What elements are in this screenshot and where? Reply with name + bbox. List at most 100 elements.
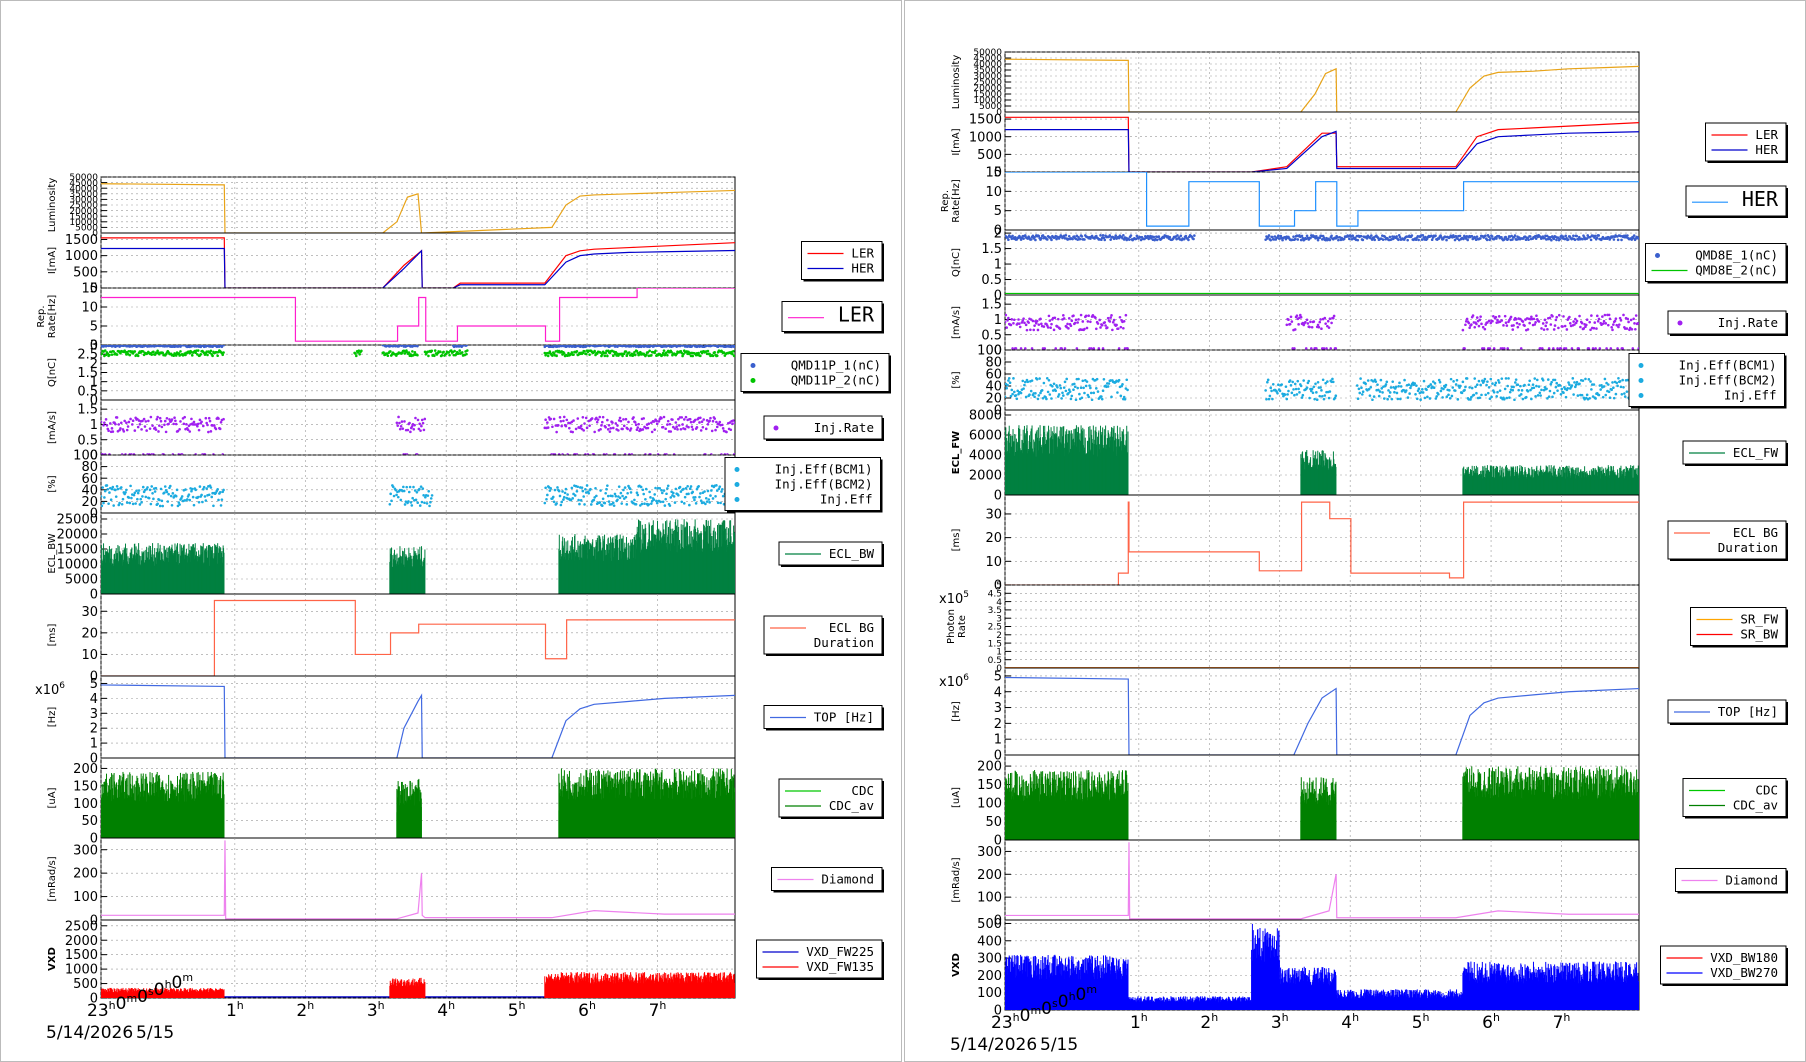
y-axis-title: Rep.Rate[Hz] — [36, 295, 58, 339]
series-inj-rate-point — [584, 416, 588, 420]
series-inj-rate-point — [624, 417, 628, 421]
series-inj-rate-point — [399, 425, 403, 428]
series-inj-eff-point — [202, 485, 206, 489]
series-qmd11p-2-nc--point — [603, 354, 607, 358]
series-inj-eff-point — [184, 488, 187, 491]
series-inj-eff-point — [132, 493, 136, 497]
series-inj-eff-point — [169, 484, 172, 488]
series-inj-rate-point — [418, 422, 421, 426]
series-inj-rate-point — [635, 428, 639, 432]
series-inj-eff-point — [203, 495, 207, 498]
y-tick-label: 10 — [81, 648, 98, 663]
series-inj-rate-point — [691, 428, 695, 431]
series-inj-rate-point — [144, 420, 148, 423]
series-inj-rate-point — [599, 427, 602, 431]
plot-frame — [100, 593, 736, 677]
series-inj-rate-point — [160, 425, 164, 429]
series-inj-eff-point — [207, 493, 211, 497]
series-inj-eff-point — [572, 492, 575, 496]
series-inj-rate-point — [174, 422, 178, 426]
series-inj-eff-point — [188, 498, 192, 502]
series-inj-rate-point — [111, 430, 115, 433]
y-tick-label: 0 — [90, 752, 98, 767]
series-inj-rate-point — [617, 429, 620, 432]
series-inj-eff-point — [687, 492, 690, 496]
series-qmd11p-2-nc--point — [216, 354, 219, 358]
series-inj-eff-point — [416, 501, 420, 504]
series-inj-rate-point — [136, 417, 139, 421]
series-qmd11p-2-nc--point — [119, 351, 122, 355]
series-inj-rate-point — [552, 417, 556, 421]
series-qmd11p-2-nc--point — [600, 353, 604, 356]
series-inj-eff-point — [115, 484, 119, 488]
series-inj-eff-point — [109, 498, 113, 501]
series-qmd11p-2-nc--point — [354, 354, 358, 358]
y-tick-label: 1 — [90, 375, 98, 390]
series-inj-eff-point — [549, 486, 553, 490]
series-inj-eff-point — [718, 485, 722, 488]
series-inj-rate-point — [595, 416, 598, 420]
legend-dia: Diamond — [771, 867, 884, 893]
series-inj-eff-point — [650, 502, 653, 505]
series-inj-eff-point — [150, 485, 154, 488]
series-inj-eff-point — [674, 487, 678, 491]
legend-label: LER — [838, 303, 875, 327]
y-axis-title: [mRad/s] — [47, 856, 58, 901]
series-inj-rate-point — [711, 419, 715, 423]
data-layer — [101, 519, 735, 594]
series-inj-rate-point — [125, 428, 129, 432]
series-qmd11p-2-nc--point — [650, 354, 653, 357]
series-inj-rate-point — [650, 421, 653, 425]
series-inj-rate-point — [600, 424, 603, 427]
series-inj-eff-point — [679, 490, 683, 493]
series-inj-rate-point — [674, 421, 678, 424]
panel-lum: 0500010000150002000025000300003500040000… — [47, 173, 736, 239]
series-inj-rate-point — [186, 428, 190, 432]
series-inj-rate-point — [168, 418, 171, 421]
series-inj-rate-point — [173, 416, 176, 420]
y-tick-label: 30000 — [69, 196, 98, 206]
series-inj-eff-point — [582, 495, 585, 498]
series-qmd11p-2-nc--point — [354, 352, 357, 355]
series-inj-rate-point — [616, 424, 619, 427]
panel-rep: 0 5 10 15 Rep.Rate[Hz] LER — [36, 282, 884, 354]
series-inj-rate-point — [664, 427, 667, 431]
y-tick-label: 10 — [81, 301, 98, 316]
series-inj-eff-point — [617, 485, 621, 488]
series-inj-eff-point — [170, 503, 174, 507]
series-inj-rate-point — [608, 430, 612, 433]
series-qmd11p-2-nc--point — [570, 351, 574, 354]
data-layer — [101, 288, 735, 342]
series-qmd11p-2-nc--point — [136, 354, 140, 358]
series-inj-rate-point — [622, 418, 625, 421]
series-inj-eff-point — [606, 494, 610, 498]
series-inj-rate-point — [668, 422, 672, 426]
y-tick-label: 0 — [90, 992, 98, 1007]
legend-label: Inj.Eff(BCM1) — [775, 462, 873, 477]
series-qmd11p-2-nc--point — [389, 350, 392, 353]
series-inj-rate-point — [138, 423, 142, 426]
y-tick-label: 1000 — [65, 249, 98, 264]
series-inj-eff-point — [120, 502, 124, 506]
series-qmd11p-2-nc--point — [722, 351, 726, 354]
series-inj-eff-point — [551, 495, 555, 499]
series-inj-rate-point — [680, 416, 684, 419]
series-inj-eff-point — [149, 502, 153, 506]
y-axis-title: [Hz] — [47, 707, 58, 728]
series-qmd11p-2-nc--point — [411, 350, 414, 353]
series-inj-rate-point — [721, 427, 725, 430]
series-inj-eff-point — [618, 496, 622, 500]
series-qmd11p-2-nc--point — [427, 354, 430, 358]
series-inj-rate-point — [126, 425, 130, 428]
series-inj-rate-point — [666, 419, 670, 423]
series-inj-eff-point — [688, 487, 692, 491]
series-inj-eff-point — [548, 489, 552, 492]
series-inj-rate-point — [684, 415, 688, 419]
y-tick-label: 20000 — [57, 528, 98, 543]
series-inj-rate-point — [421, 421, 425, 425]
series-inj-eff-point — [570, 486, 574, 490]
series-inj-eff-point — [201, 500, 204, 504]
series-inj-rate-point — [582, 429, 585, 432]
series-inj-rate-point — [618, 416, 622, 420]
